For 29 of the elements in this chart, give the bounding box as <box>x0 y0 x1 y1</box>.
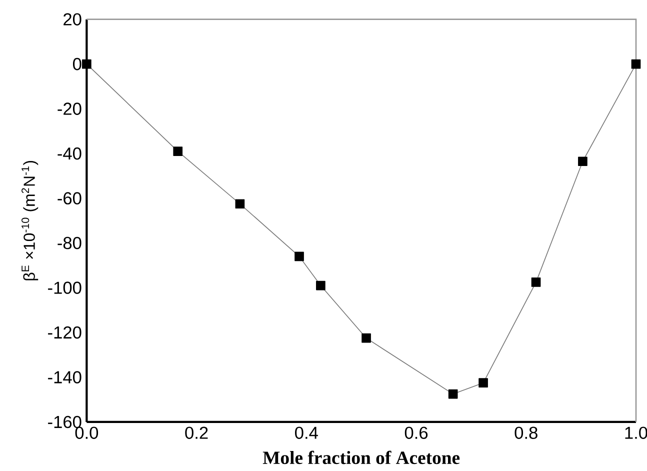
text: β$^{E}$ ×10$^{-10}$ (m$^{2}$N$^{-1}$) <box>22 160 38 280</box>
point <box>478 378 488 388</box>
x-axis-title: Mole fraction of Acetone <box>262 450 460 464</box>
point <box>448 389 458 399</box>
y-tick-label: -60 <box>58 192 82 204</box>
y-tick-label: -160 <box>48 416 82 428</box>
y-tick-label: -140 <box>48 371 82 384</box>
point <box>578 156 588 166</box>
point <box>173 146 183 156</box>
x-tick-label: 1.0 <box>625 426 647 439</box>
x-tick-label: 0.4 <box>295 426 318 439</box>
x-tick-label: 0.2 <box>185 426 208 439</box>
y-tick-label: -100 <box>48 282 82 294</box>
point <box>531 278 541 287</box>
point <box>82 59 92 69</box>
point <box>294 252 304 262</box>
point <box>631 59 641 69</box>
y-tick-label: -120 <box>48 326 82 339</box>
x-tick-label: 0.8 <box>514 426 538 439</box>
y-tick-label: -40 <box>58 147 82 160</box>
y-tick-label: 20 <box>64 13 82 26</box>
y-tick-label: 0 <box>72 58 82 70</box>
point <box>316 280 326 290</box>
x-tick-label: 0.6 <box>404 426 428 439</box>
point <box>235 199 245 209</box>
y-tick-label: -80 <box>58 236 82 250</box>
x-tick-label: 0.0 <box>75 426 98 439</box>
y-tick-label: -20 <box>58 102 82 115</box>
point <box>362 333 371 343</box>
